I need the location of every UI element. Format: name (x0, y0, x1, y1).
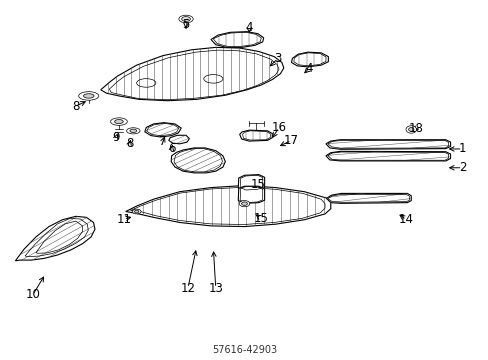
Polygon shape (238, 175, 264, 191)
Ellipse shape (182, 17, 190, 21)
Text: 11: 11 (116, 212, 131, 226)
Ellipse shape (79, 92, 99, 100)
Text: 4: 4 (245, 21, 252, 34)
Ellipse shape (130, 129, 137, 132)
Text: 6: 6 (167, 143, 175, 156)
Polygon shape (125, 185, 330, 226)
Text: 9: 9 (112, 131, 120, 144)
Ellipse shape (241, 202, 247, 205)
Ellipse shape (126, 128, 140, 134)
Text: 4: 4 (305, 62, 312, 75)
Polygon shape (210, 32, 263, 48)
Text: 15: 15 (250, 178, 265, 191)
Polygon shape (325, 140, 449, 149)
Ellipse shape (408, 127, 413, 131)
Ellipse shape (110, 118, 127, 125)
Text: 5: 5 (182, 18, 189, 31)
Text: 2: 2 (458, 161, 466, 174)
Text: 10: 10 (25, 288, 40, 301)
Text: 13: 13 (208, 282, 223, 294)
Ellipse shape (239, 201, 249, 207)
Ellipse shape (114, 120, 123, 123)
Text: 57616-42903: 57616-42903 (211, 345, 277, 355)
Ellipse shape (179, 15, 193, 23)
Polygon shape (325, 151, 449, 161)
Ellipse shape (132, 209, 141, 214)
Text: 17: 17 (284, 134, 298, 147)
Ellipse shape (83, 94, 94, 98)
Polygon shape (101, 48, 283, 101)
Polygon shape (16, 216, 95, 261)
Text: 3: 3 (274, 52, 281, 65)
Polygon shape (171, 148, 225, 173)
Text: 16: 16 (271, 121, 286, 134)
Ellipse shape (405, 126, 416, 133)
Polygon shape (291, 52, 328, 67)
Text: 18: 18 (408, 122, 423, 135)
Polygon shape (238, 186, 264, 203)
Polygon shape (144, 123, 181, 137)
Text: 14: 14 (398, 213, 413, 226)
Text: 15: 15 (253, 212, 268, 225)
Ellipse shape (134, 210, 139, 213)
Text: 12: 12 (180, 282, 195, 294)
Text: 8: 8 (72, 100, 80, 113)
Polygon shape (325, 193, 410, 203)
Polygon shape (239, 130, 272, 141)
Text: 1: 1 (458, 143, 466, 156)
Polygon shape (168, 135, 189, 144)
Text: 8: 8 (125, 137, 133, 150)
Text: 7: 7 (159, 135, 166, 148)
